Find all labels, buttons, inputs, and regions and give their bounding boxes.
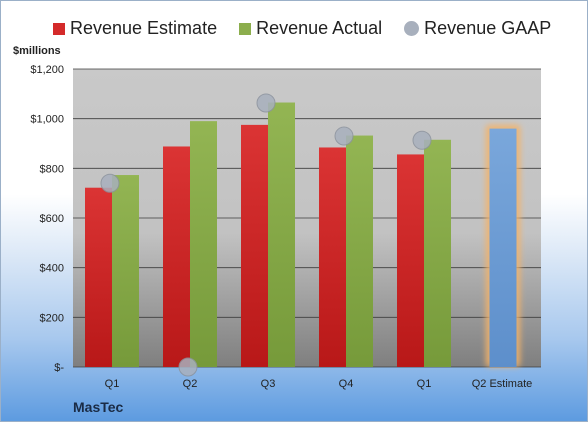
x-tick-label: Q4 bbox=[339, 378, 354, 390]
bar-revenue-estimate bbox=[397, 154, 424, 367]
gaap-marker bbox=[178, 357, 198, 377]
bar-revenue-actual bbox=[190, 121, 217, 368]
bar-revenue-estimate bbox=[163, 146, 190, 367]
y-tick-label: $- bbox=[54, 362, 64, 374]
bar-revenue-estimate bbox=[85, 187, 112, 367]
gaap-marker bbox=[334, 126, 354, 146]
legend-swatch-actual bbox=[239, 22, 252, 35]
company-name: MasTec bbox=[73, 399, 124, 415]
y-tick-label: $200 bbox=[40, 312, 64, 324]
y-axis-unit-label: $millions bbox=[13, 45, 61, 57]
legend-swatch-gaap bbox=[404, 21, 420, 36]
bar-revenue-estimate bbox=[241, 124, 268, 367]
y-tick-label: $800 bbox=[40, 163, 64, 175]
legend-item-gaap: Revenue GAAP bbox=[404, 18, 551, 39]
legend-label-estimate: Revenue Estimate bbox=[70, 18, 218, 38]
legend-item-actual: Revenue Actual bbox=[239, 18, 382, 39]
bar-revenue-actual bbox=[424, 139, 451, 367]
bar-revenue-actual bbox=[112, 175, 139, 367]
x-tick-label: Q1 bbox=[417, 378, 432, 390]
x-tick-label: Q1 bbox=[105, 378, 120, 390]
bar-estimate-forecast bbox=[489, 128, 517, 367]
gaap-marker bbox=[100, 173, 120, 193]
y-tick-label: $400 bbox=[40, 263, 64, 275]
bar-revenue-actual bbox=[268, 102, 295, 368]
legend-label-gaap: Revenue GAAP bbox=[424, 18, 552, 38]
y-tick-label: $600 bbox=[40, 213, 64, 225]
gaap-marker bbox=[412, 130, 432, 150]
bar-revenue-actual bbox=[346, 135, 373, 367]
x-tick-label: Q2 bbox=[183, 378, 198, 390]
legend-swatch-estimate bbox=[53, 22, 65, 35]
chart-legend: Revenue Estimate Revenue Actual Revenue … bbox=[53, 18, 573, 39]
legend-label-actual: Revenue Actual bbox=[256, 18, 383, 38]
x-tick-label: Q3 bbox=[261, 378, 276, 390]
x-tick-label: Q2 Estimate bbox=[472, 378, 533, 390]
gaap-marker bbox=[256, 93, 276, 113]
legend-item-estimate: Revenue Estimate bbox=[53, 18, 217, 39]
bar-revenue-estimate bbox=[319, 147, 346, 367]
y-tick-label: $1,000 bbox=[30, 114, 64, 126]
y-tick-label: $1,200 bbox=[30, 64, 64, 76]
